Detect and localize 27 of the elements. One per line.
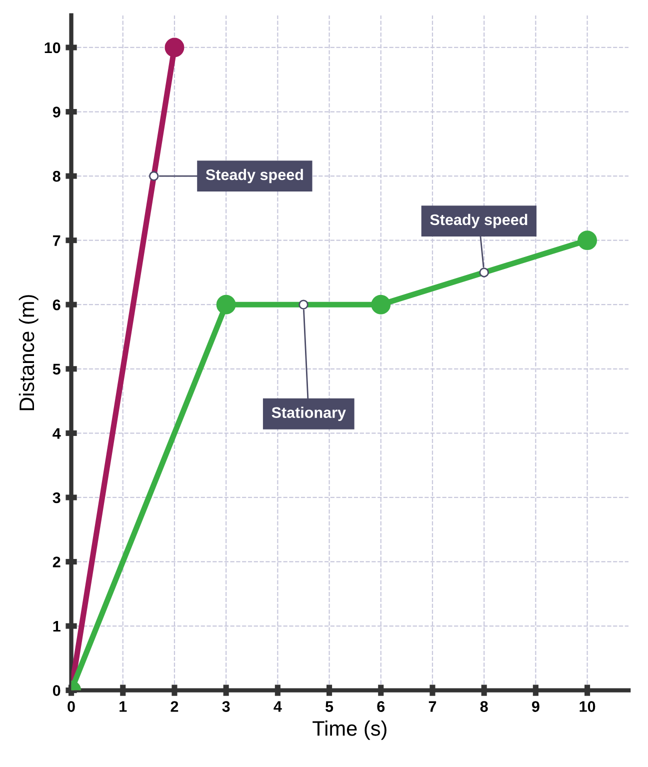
y-tick-label: 8 xyxy=(52,170,60,182)
x-tick-label: 1 xyxy=(120,701,127,712)
y-tick-label: 6 xyxy=(52,299,60,310)
x-tick-label: 2 xyxy=(170,701,178,712)
x-tick-label: 3 xyxy=(222,701,230,712)
y-tick-label: 4 xyxy=(52,428,61,439)
annotation: Stationary xyxy=(272,406,346,422)
y-tick-label: 9 xyxy=(52,106,60,118)
x-tick-label: 6 xyxy=(377,701,385,712)
y-tick-label: 0 xyxy=(52,685,60,696)
y-tick-label: 3 xyxy=(52,492,60,504)
x-tick-label: 5 xyxy=(326,701,334,712)
x-tick-label: 0 xyxy=(68,701,75,712)
annotation: Steady speed xyxy=(430,214,528,228)
y-tick-label: 2 xyxy=(52,556,60,568)
x-tick-label: 8 xyxy=(480,701,488,712)
x-axis-title: Time (s) xyxy=(312,720,386,740)
y-tick-label: 10 xyxy=(44,42,60,54)
x-tick-label: 7 xyxy=(428,701,436,712)
x-tick-label: 4 xyxy=(274,701,282,712)
y-axis-title: Distance (m) xyxy=(18,295,38,410)
x-tick-label: 9 xyxy=(532,701,540,712)
x-tick-label: 10 xyxy=(580,701,596,712)
annotation: Steady speed xyxy=(206,168,303,184)
y-tick-label: 1 xyxy=(53,621,60,632)
y-tick-label: 7 xyxy=(53,235,60,246)
y-tick-label: 5 xyxy=(52,364,60,375)
